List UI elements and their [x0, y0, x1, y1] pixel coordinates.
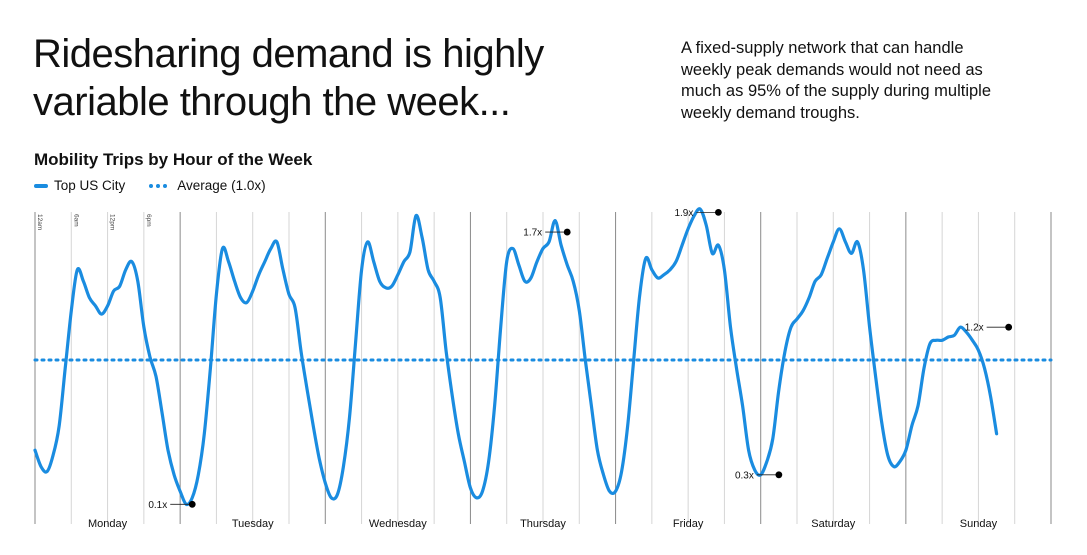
hour-tick-label: 12pm [109, 214, 116, 230]
day-label: Monday [88, 518, 128, 530]
annotation-label: 0.1x [148, 500, 167, 511]
annotation-layer: 0.1x 1.7x 1.9x 0.3x 1.2x [148, 208, 1013, 511]
headline-line-1: Ridesharing demand is highly [33, 32, 544, 76]
day-label: Saturday [811, 518, 856, 530]
side-note-line-3: much as 95% of the supply during multipl… [681, 82, 992, 100]
side-note-line-2: weekly peak demands would not need as [681, 60, 983, 79]
annotation-dot [563, 228, 571, 236]
legend-item-top-us-city: Top US City [34, 178, 125, 193]
annotation-dot [1005, 323, 1013, 331]
legend-label: Top US City [54, 178, 126, 193]
headline: Ridesharing demand is highly variable th… [33, 30, 633, 126]
legend-item-average: Average (1.0x) [149, 178, 266, 193]
day-label: Sunday [960, 518, 998, 530]
legend-label: Average (1.0x) [177, 178, 266, 193]
day-label: Friday [673, 518, 704, 530]
annotation-label: 0.3x [735, 470, 754, 481]
side-note: A fixed-supply network that can handle w… [681, 38, 1061, 124]
series-layer [33, 207, 1053, 507]
series-line-top-us-city [33, 207, 999, 507]
day-label: Thursday [520, 518, 566, 530]
annotation-label: 1.9x [674, 208, 693, 219]
hour-tick-label: 6pm [145, 214, 152, 227]
hour-tick-label: 6am [72, 214, 79, 227]
chart-legend: Top US City Average (1.0x) [34, 178, 290, 193]
annotation-dot [775, 471, 783, 479]
side-note-line-4: weekly demand troughs. [681, 103, 860, 122]
annotation-dot [188, 500, 196, 508]
headline-line-2: variable through the week... [33, 80, 511, 124]
hour-tick-label: 12am [36, 214, 43, 230]
annotation-dot [714, 209, 722, 216]
annotation-label: 1.7x [523, 228, 542, 239]
side-note-line-1: A fixed-supply network that can handle [681, 39, 964, 57]
day-label: Wednesday [369, 518, 427, 530]
legend-swatch-solid [34, 183, 48, 188]
chart-title: Mobility Trips by Hour of the Week [34, 150, 313, 169]
legend-swatch-dotted [149, 183, 170, 188]
grid-layer [34, 212, 1052, 524]
day-label: Tuesday [232, 518, 274, 530]
label-layer: Monday Tuesday Wednesday Thursday Friday Satu… [36, 214, 998, 530]
annotation-label: 1.2x [965, 323, 984, 334]
